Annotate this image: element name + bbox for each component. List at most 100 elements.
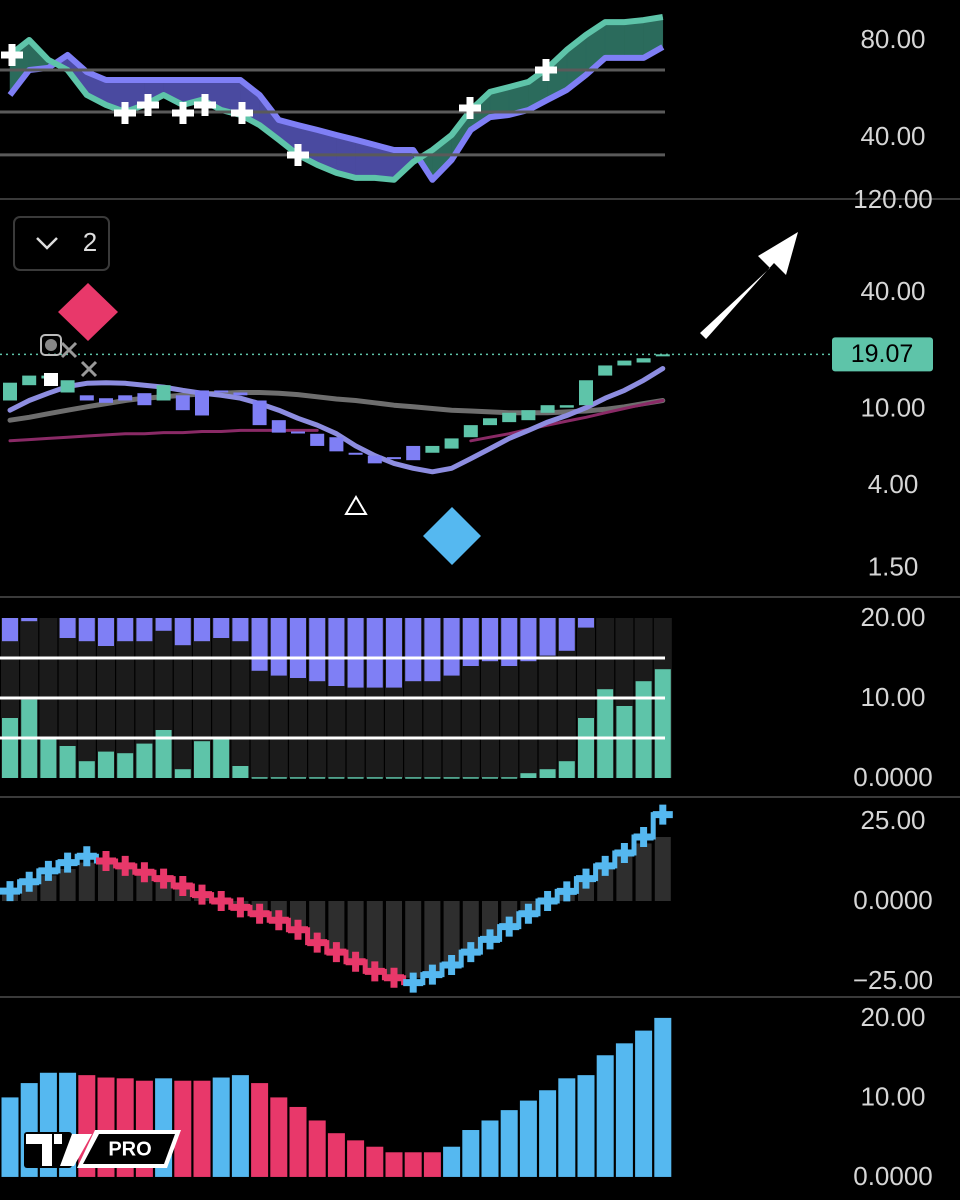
histogram-bar — [597, 689, 614, 778]
square-marker — [40, 334, 62, 356]
candle — [60, 380, 75, 393]
cross-point — [556, 881, 577, 902]
bar — [596, 1055, 614, 1177]
y-tick-label: 4.00 — [868, 469, 919, 499]
histogram-bar — [117, 618, 134, 642]
y-tick-label: 120.00 — [853, 184, 933, 214]
price-tag — [832, 337, 933, 372]
plot-layer: 80.00 40.00 19.07 120.00 40.00 10.00 4.00 1.50 2… — [0, 14, 960, 1191]
bar — [347, 1140, 365, 1177]
logo: PRO — [24, 1130, 181, 1168]
histogram-bar — [366, 900, 383, 969]
chevron-icon — [36, 237, 58, 250]
cross-point — [0, 881, 20, 902]
y-tick-label: 40.00 — [860, 121, 925, 151]
histogram-bar — [386, 618, 402, 688]
histogram-bar — [482, 777, 498, 779]
candle — [99, 398, 113, 403]
x-markers — [60, 341, 98, 378]
circle-marker — [45, 339, 57, 351]
cross-point — [364, 961, 385, 982]
cross-point — [38, 860, 59, 881]
histogram-bar — [174, 769, 191, 778]
candle — [502, 412, 517, 423]
y-tick-label: −25.00 — [853, 965, 933, 995]
histogram-bar — [558, 618, 575, 651]
cross-point — [249, 903, 270, 924]
histogram-bar — [270, 618, 287, 676]
cross-point — [76, 846, 97, 867]
histogram-bar — [59, 869, 76, 901]
candle — [3, 382, 17, 401]
cross-point — [595, 855, 616, 876]
cross-point — [652, 804, 673, 825]
candle — [252, 400, 267, 426]
y-tick-label: 10.00 — [860, 1081, 925, 1111]
histogram-bar — [558, 761, 575, 778]
bar — [289, 1106, 307, 1177]
candle — [156, 385, 171, 401]
histogram-bar — [98, 751, 114, 778]
bar — [1, 1097, 19, 1177]
candle — [387, 457, 401, 460]
histogram-bar — [539, 769, 556, 778]
buy-diamond — [423, 507, 481, 565]
histogram-bar — [78, 618, 95, 642]
cross-point — [403, 972, 424, 993]
candle — [598, 365, 613, 376]
bar — [558, 1078, 576, 1177]
histogram-bar — [290, 900, 306, 927]
candle — [22, 375, 37, 386]
histogram-bar — [328, 777, 345, 779]
trend-arrow — [700, 232, 798, 339]
y-tick-label: 40.00 — [860, 276, 925, 306]
histogram-bar — [482, 618, 498, 662]
bar — [635, 1030, 653, 1177]
cross-point — [134, 862, 155, 883]
histogram-bar — [462, 618, 479, 666]
histogram-bar — [616, 856, 633, 901]
histogram-bar — [366, 618, 383, 688]
histogram-bar — [290, 777, 306, 779]
square-marker — [44, 373, 58, 386]
y-tick-label: 20.00 — [860, 602, 925, 632]
candle — [271, 420, 286, 433]
logo-glyph — [26, 1134, 62, 1166]
y-tick-label: 10.00 — [860, 392, 925, 422]
sell-diamond — [58, 283, 118, 341]
candle — [483, 418, 497, 426]
logo-glyph — [60, 1134, 92, 1166]
histogram-bar — [136, 875, 153, 901]
histogram-bar — [155, 730, 172, 778]
candle — [444, 438, 459, 449]
histogram-bar — [654, 837, 671, 901]
histogram-bar — [635, 843, 652, 901]
bar — [462, 1130, 480, 1177]
cross-point — [633, 827, 654, 848]
logo-badge-inner — [83, 1134, 175, 1164]
candle — [310, 433, 325, 446]
band-fill — [624, 19, 644, 59]
histogram-bar — [251, 618, 268, 671]
candle — [195, 390, 209, 416]
histogram-bar — [232, 766, 249, 778]
histogram-bar — [347, 618, 364, 688]
dropdown-box[interactable] — [13, 216, 110, 271]
histogram-bar — [309, 777, 326, 779]
cross-point — [19, 871, 40, 892]
histogram-bar — [386, 900, 402, 975]
histogram-bar — [597, 869, 614, 901]
candle — [463, 425, 478, 438]
histogram-bar — [462, 900, 479, 949]
cross-point — [192, 884, 212, 905]
histogram-bar — [443, 618, 460, 676]
candle — [137, 393, 152, 406]
histogram-bar — [78, 761, 95, 778]
bar — [404, 1152, 422, 1177]
layers-dropdown[interactable]: 2 — [13, 216, 110, 271]
cross-point — [537, 890, 558, 911]
y-tick-label: 80.00 — [860, 24, 925, 54]
cross-point — [576, 868, 596, 889]
candle — [655, 354, 670, 357]
